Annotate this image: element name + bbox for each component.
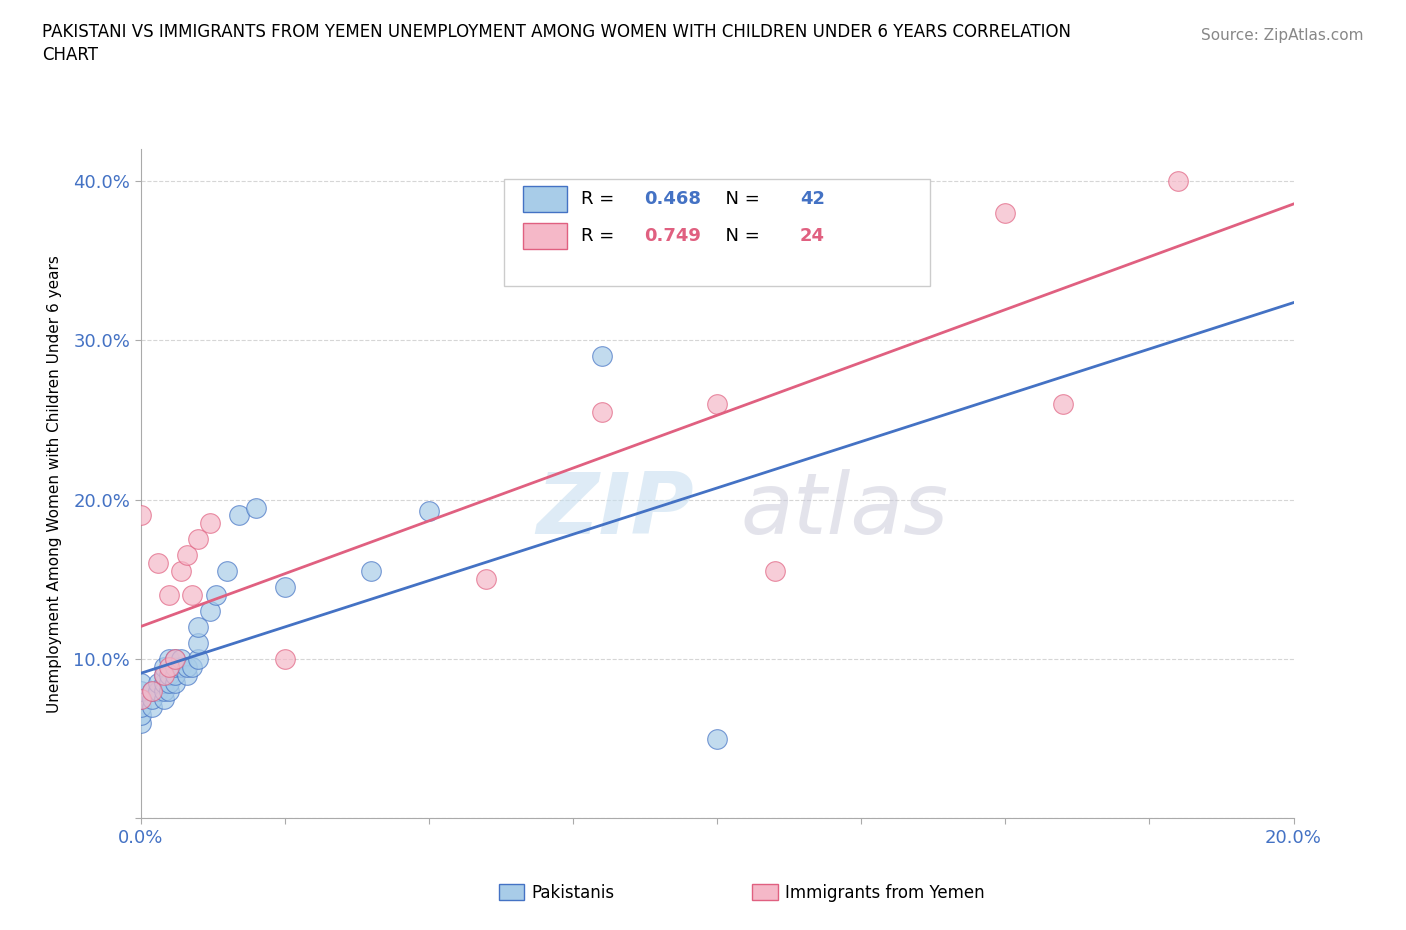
Point — [129, 699, 152, 714]
Point — [187, 619, 209, 634]
Text: ZIP: ZIP — [536, 469, 695, 551]
Point — [170, 652, 193, 667]
Point — [187, 652, 209, 667]
Text: R =: R = — [581, 227, 620, 245]
Text: N =: N = — [714, 227, 765, 245]
Point — [165, 659, 187, 674]
Point — [475, 572, 498, 587]
Point — [141, 699, 163, 714]
Text: atlas: atlas — [740, 469, 948, 551]
Point — [187, 532, 209, 547]
Point — [141, 684, 163, 698]
Point — [129, 715, 152, 730]
Point — [198, 604, 221, 618]
Text: 24: 24 — [800, 227, 825, 245]
Point — [217, 564, 239, 578]
Point — [146, 675, 169, 690]
Point — [763, 564, 786, 578]
Point — [1167, 173, 1189, 188]
Point — [591, 405, 613, 419]
Point — [159, 652, 180, 667]
Point — [591, 349, 613, 364]
Text: 42: 42 — [800, 190, 825, 208]
Point — [994, 206, 1017, 220]
Text: 0.749: 0.749 — [644, 227, 702, 245]
Point — [187, 635, 209, 650]
Point — [129, 508, 152, 523]
FancyBboxPatch shape — [523, 223, 567, 248]
Point — [159, 659, 180, 674]
Point — [129, 684, 152, 698]
Point — [159, 668, 180, 683]
Point — [228, 508, 250, 523]
Point — [146, 556, 169, 571]
Point — [1052, 396, 1074, 411]
Point — [274, 579, 297, 594]
Text: CHART: CHART — [42, 46, 98, 64]
Point — [706, 396, 728, 411]
Point — [152, 684, 174, 698]
Point — [176, 659, 198, 674]
Point — [152, 668, 174, 683]
Point — [274, 652, 297, 667]
Point — [245, 500, 267, 515]
Point — [181, 659, 204, 674]
Text: Pakistanis: Pakistanis — [531, 884, 614, 902]
Point — [181, 588, 204, 603]
Point — [152, 659, 174, 674]
Text: PAKISTANI VS IMMIGRANTS FROM YEMEN UNEMPLOYMENT AMONG WOMEN WITH CHILDREN UNDER : PAKISTANI VS IMMIGRANTS FROM YEMEN UNEMP… — [42, 23, 1071, 41]
Point — [170, 564, 193, 578]
Point — [129, 691, 152, 706]
Point — [146, 684, 169, 698]
Point — [204, 588, 226, 603]
Y-axis label: Unemployment Among Women with Children Under 6 years: Unemployment Among Women with Children U… — [48, 255, 62, 712]
Text: Source: ZipAtlas.com: Source: ZipAtlas.com — [1201, 28, 1364, 43]
FancyBboxPatch shape — [523, 186, 567, 212]
Point — [152, 675, 174, 690]
Point — [129, 675, 152, 690]
Point — [159, 684, 180, 698]
Text: N =: N = — [714, 190, 765, 208]
Point — [706, 731, 728, 746]
Point — [198, 516, 221, 531]
Point — [129, 691, 152, 706]
FancyBboxPatch shape — [503, 179, 931, 286]
Point — [152, 668, 174, 683]
Point — [159, 588, 180, 603]
Point — [165, 668, 187, 683]
Point — [360, 564, 382, 578]
Point — [152, 691, 174, 706]
Text: Immigrants from Yemen: Immigrants from Yemen — [785, 884, 984, 902]
Point — [170, 659, 193, 674]
Point — [418, 503, 440, 518]
Text: 0.468: 0.468 — [644, 190, 702, 208]
Point — [141, 691, 163, 706]
Point — [165, 652, 187, 667]
Point — [165, 675, 187, 690]
Point — [176, 548, 198, 563]
Point — [879, 253, 901, 268]
Point — [141, 684, 163, 698]
Point — [129, 708, 152, 723]
Text: R =: R = — [581, 190, 620, 208]
Point — [165, 652, 187, 667]
Point — [176, 668, 198, 683]
Point — [159, 675, 180, 690]
